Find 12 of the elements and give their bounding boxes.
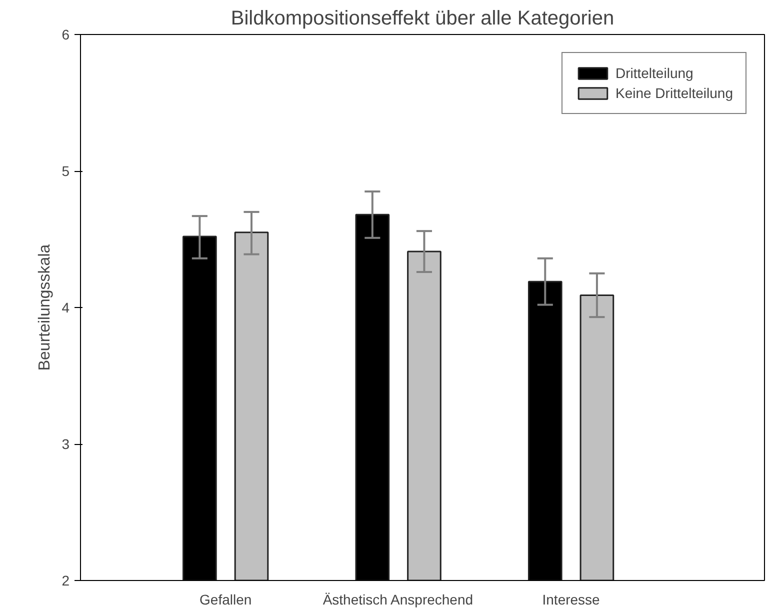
legend-label: Drittelteilung — [615, 65, 694, 81]
chart-title: Bildkompositionseffekt über alle Kategorien — [230, 8, 614, 30]
y-tick-label: 5 — [62, 163, 70, 179]
y-tick-label: 2 — [62, 572, 70, 588]
x-tick-label: Ästhetisch Ansprechend — [322, 592, 474, 608]
y-tick-label: 6 — [62, 26, 70, 42]
y-tick-label: 3 — [62, 436, 70, 452]
legend-label: Keine Drittelteilung — [615, 85, 733, 101]
y-tick-label: 4 — [62, 300, 70, 316]
x-tick-label: Interesse — [542, 592, 600, 608]
y-axis-title: Beurteilungsskala — [36, 244, 54, 371]
x-tick-label: Gefallen — [200, 592, 252, 608]
